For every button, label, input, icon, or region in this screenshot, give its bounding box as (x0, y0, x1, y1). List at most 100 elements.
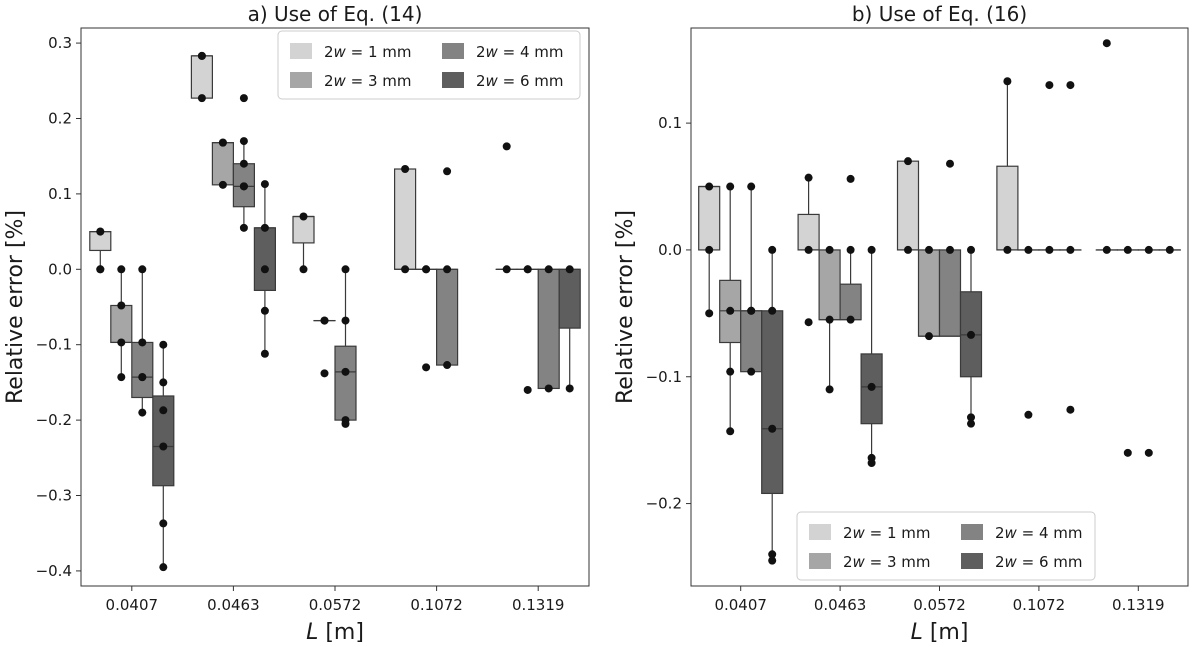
plot-area (81, 28, 589, 586)
y-tick-label: −0.4 (36, 562, 72, 580)
legend-label: 2w = 1 mm (324, 43, 411, 61)
x-tick-label: 0.1319 (512, 596, 565, 614)
data-point (825, 385, 834, 394)
data-point (967, 419, 975, 428)
data-point (726, 367, 735, 376)
box-6mm-0.0572 (959, 245, 983, 428)
box-6mm-0.1072 (1059, 81, 1082, 414)
data-point (401, 165, 410, 174)
box-iqr (839, 283, 862, 321)
box-iqr (211, 142, 234, 186)
data-point (1123, 245, 1132, 254)
box-iqr (190, 55, 213, 99)
data-point (825, 245, 834, 254)
data-point (218, 138, 227, 147)
data-point (726, 306, 735, 315)
data-point (565, 265, 574, 274)
y-tick-label: −0.3 (36, 487, 72, 505)
box-iqr (797, 213, 820, 251)
x-tick-label: 0.0572 (309, 596, 362, 614)
data-point (846, 245, 855, 254)
box-6mm-0.0407 (761, 245, 784, 565)
x-tick-label: 0.0407 (106, 596, 159, 614)
data-point (341, 419, 350, 428)
data-point (502, 265, 511, 274)
legend-swatch (442, 72, 464, 88)
legend: 2w = 1 mm 2w = 4 mm 2w = 3 mm 2w = 6 mm (796, 511, 1096, 581)
y-tick-label: −0.2 (36, 411, 72, 429)
data-point (768, 556, 777, 565)
box-1mm-0.0572 (896, 157, 920, 254)
legend-swatch (961, 524, 983, 540)
y-tick-label: −0.2 (646, 495, 682, 513)
y-tick-label: 0.0 (658, 241, 682, 259)
data-point (967, 413, 975, 422)
y-axis-title: Relative error [%] (613, 210, 638, 404)
data-point (768, 424, 777, 433)
box-1mm-0.0463 (190, 51, 213, 103)
data-point (747, 306, 756, 315)
data-point (239, 94, 248, 103)
y-tick-label: −0.1 (36, 336, 72, 354)
data-point (443, 167, 452, 176)
data-point (967, 245, 975, 254)
data-point (299, 212, 308, 221)
y-axis-title: Relative error [%] (3, 210, 28, 404)
data-point (544, 384, 553, 393)
y-tick-label: 0.1 (658, 114, 682, 132)
data-point (159, 406, 168, 415)
data-point (726, 427, 735, 436)
chart-title: b) Use of Eq. (16) (852, 2, 1027, 26)
box-iqr (917, 249, 941, 337)
data-point (239, 223, 248, 232)
data-point (401, 265, 410, 274)
data-point (443, 361, 452, 370)
box-iqr (110, 304, 133, 344)
data-point (726, 182, 735, 191)
box-4mm-0.0572 (334, 265, 357, 428)
x-tick-label: 0.0572 (913, 596, 966, 614)
data-point (1045, 81, 1054, 90)
data-point (825, 315, 834, 324)
data-point (804, 173, 813, 182)
data-point (239, 182, 248, 191)
data-point (925, 332, 933, 341)
y-tick-label: 0.1 (48, 185, 72, 203)
box-6mm-0.1319 (558, 265, 581, 393)
data-point (159, 563, 168, 572)
data-point (138, 373, 147, 382)
y-tick-label: 0.0 (48, 260, 72, 278)
data-point (159, 340, 168, 349)
data-point (1024, 245, 1033, 254)
box-iqr (558, 268, 581, 329)
legend-swatch (290, 72, 312, 88)
box-3mm-0.0407 (719, 182, 742, 436)
box-1mm-0.1319 (495, 142, 518, 274)
box-6mm-0.1319 (1158, 245, 1181, 254)
box-3mm-0.0463 (818, 245, 841, 394)
box-4mm-0.0407 (131, 265, 154, 417)
box-iqr (436, 268, 459, 366)
legend-swatch (442, 43, 464, 59)
x-tick-label: 0.0463 (814, 596, 867, 614)
data-point (443, 265, 452, 274)
data-point (1102, 39, 1111, 48)
x-axis-title: L [m] (911, 620, 969, 645)
data-point (867, 458, 876, 467)
data-point (523, 265, 532, 274)
box-1mm-0.1072 (394, 165, 417, 274)
data-point (565, 384, 574, 393)
box-4mm-0.1319 (537, 265, 560, 393)
data-point (159, 519, 168, 528)
x-tick-label: 0.0463 (207, 596, 260, 614)
data-point (846, 315, 855, 324)
box-1mm-0.0407 (698, 182, 721, 318)
data-point (159, 378, 168, 387)
legend-label: 2w = 6 mm (995, 553, 1082, 571)
y-tick-label: 0.2 (48, 109, 72, 127)
data-point (341, 367, 350, 376)
box-4mm-0.0407 (740, 182, 763, 376)
legend-label: 2w = 4 mm (995, 524, 1082, 542)
data-point (260, 306, 269, 315)
